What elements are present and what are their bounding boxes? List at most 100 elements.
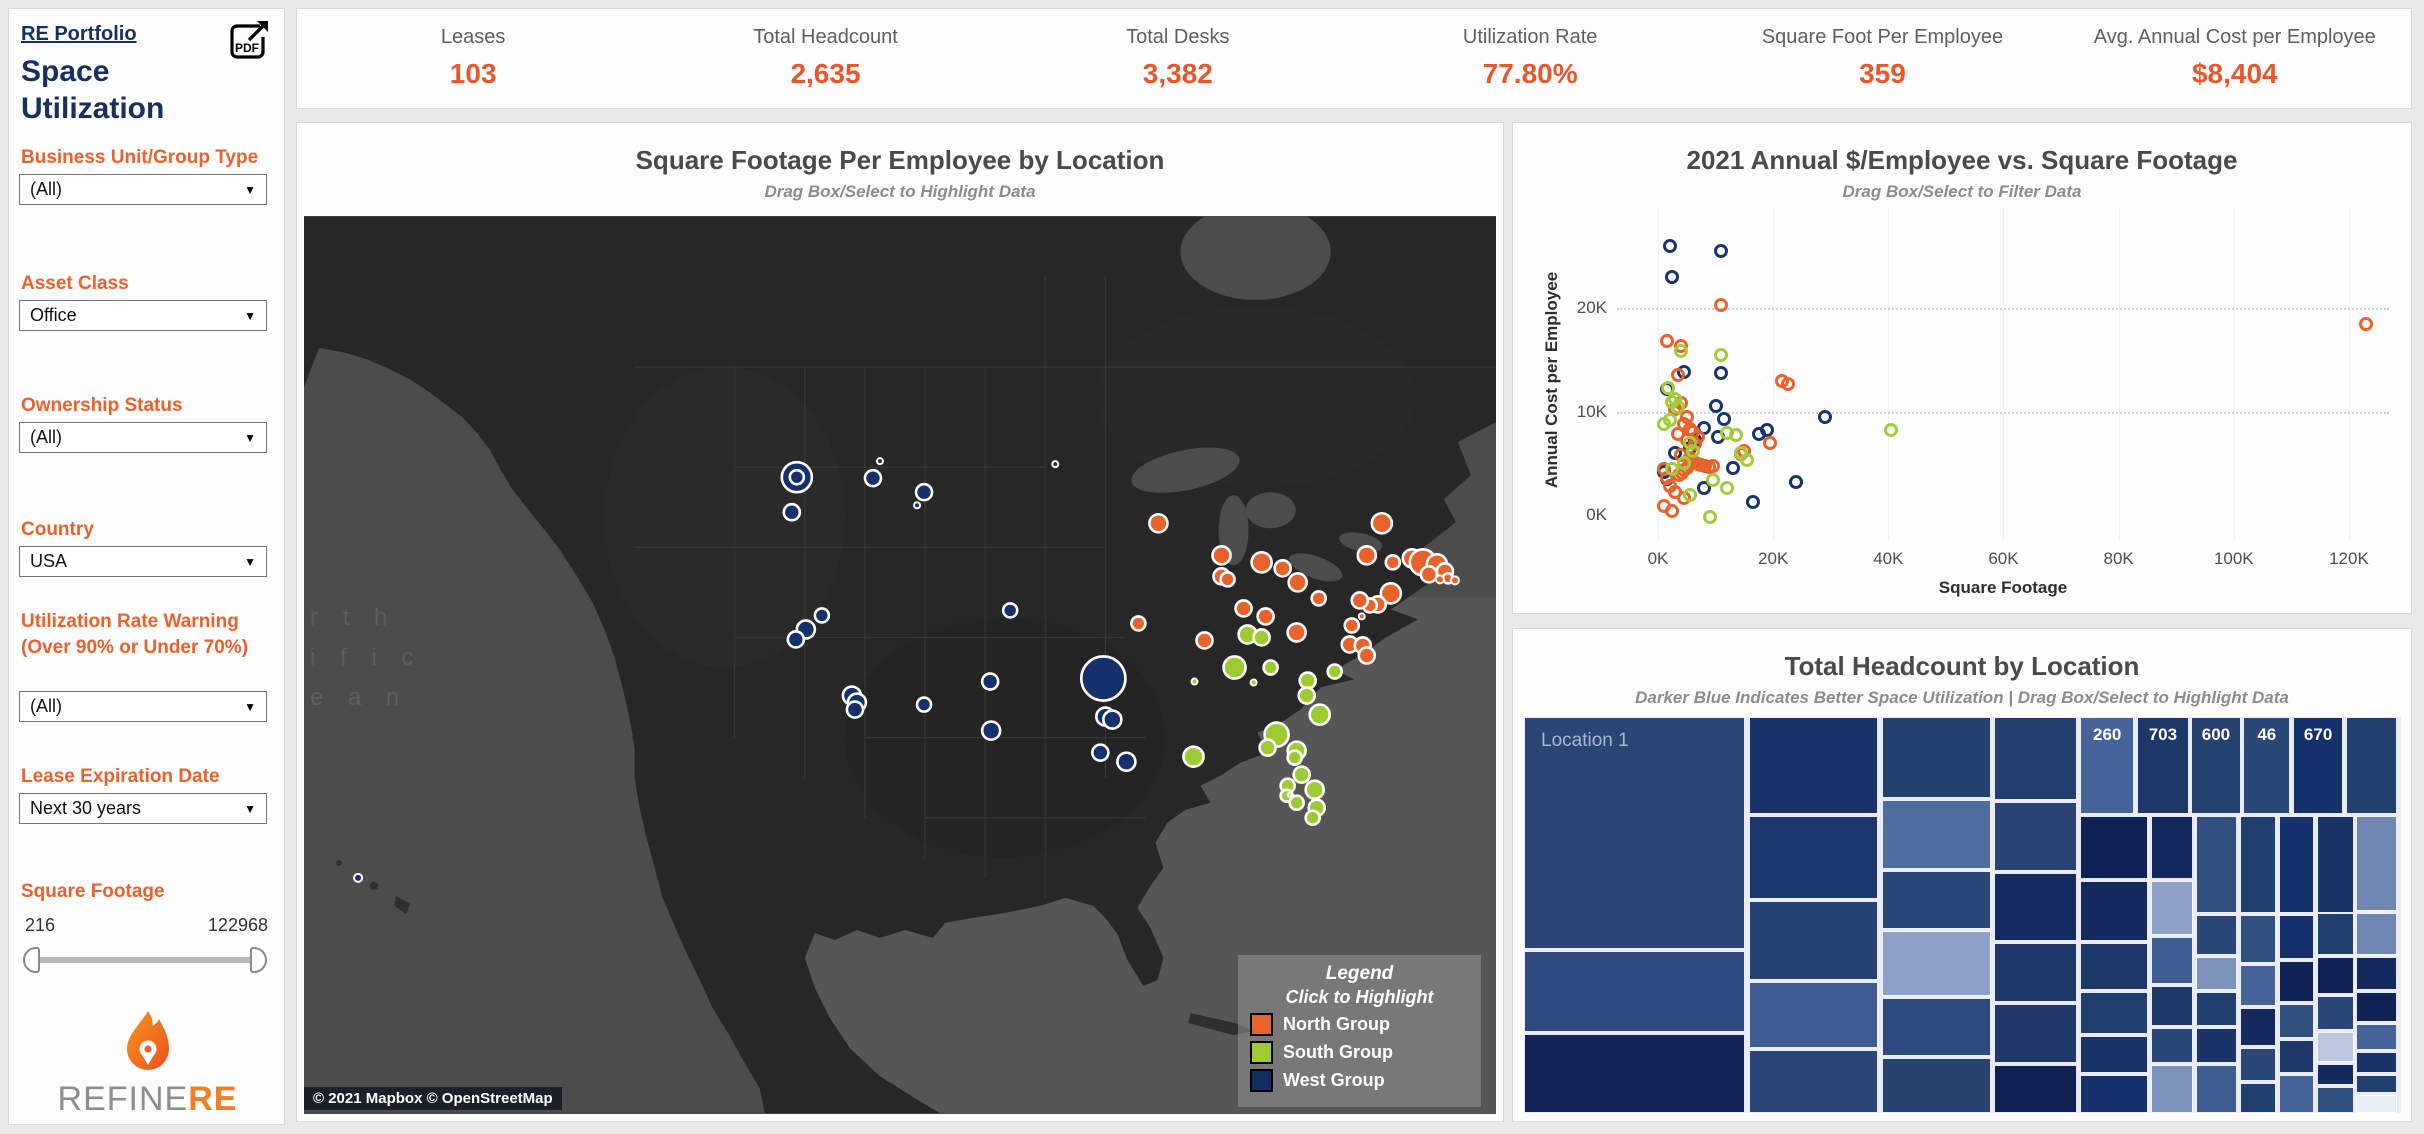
- treemap-tile[interactable]: [1524, 950, 1745, 1032]
- treemap-tile[interactable]: [1881, 800, 1991, 870]
- map-bubble-west[interactable]: [782, 502, 802, 522]
- map-bubble-south[interactable]: [1286, 749, 1303, 766]
- treemap-tile[interactable]: [1994, 717, 2077, 801]
- treemap-tile[interactable]: [2316, 996, 2354, 1030]
- map-bubble-south[interactable]: [1304, 809, 1322, 827]
- map-bubble-south[interactable]: [1286, 791, 1293, 798]
- treemap-tile[interactable]: [1748, 717, 1879, 815]
- treemap-tile[interactable]: [1994, 802, 2077, 872]
- scatter-point-south-group[interactable]: [1714, 347, 1729, 362]
- filter-select-ownership-status[interactable]: (All) ▼: [19, 422, 267, 453]
- map-bubble-south[interactable]: [1222, 655, 1247, 680]
- treemap-tile[interactable]: [2080, 992, 2149, 1034]
- treemap-tile[interactable]: [2239, 964, 2277, 1007]
- treemap-tile[interactable]: [2151, 986, 2194, 1026]
- map-bubble-west[interactable]: [1001, 602, 1019, 619]
- scatter-plot-area[interactable]: Annual Cost per Employee Square Footage …: [1513, 123, 2413, 615]
- map-bubble-west[interactable]: [786, 630, 806, 649]
- map-bubble-north[interactable]: [1286, 622, 1307, 643]
- treemap-tile[interactable]: [2195, 915, 2237, 955]
- treemap-tile[interactable]: [2239, 915, 2277, 963]
- treemap-tile[interactable]: [1881, 930, 1991, 997]
- map-bubble-north[interactable]: [1250, 551, 1273, 574]
- treemap-tile[interactable]: [1748, 982, 1879, 1048]
- slider-handle-right[interactable]: [250, 947, 267, 973]
- treemap-tile[interactable]: [1748, 901, 1879, 981]
- scatter-point-west-group[interactable]: [1714, 244, 1729, 259]
- map-bubble-north[interactable]: [1379, 582, 1403, 605]
- scatter-point-west-group[interactable]: [1789, 474, 1804, 489]
- map-bubble-west[interactable]: [863, 468, 883, 488]
- scatter-point-west-group[interactable]: [1662, 238, 1677, 253]
- treemap-tile[interactable]: [2151, 1027, 2194, 1064]
- treemap-tile[interactable]: [2151, 1065, 2194, 1113]
- map-bubble-north[interactable]: [1148, 512, 1169, 534]
- map-bubble-west[interactable]: [845, 700, 865, 719]
- scatter-point-south-group[interactable]: [1674, 344, 1689, 359]
- pdf-export-button[interactable]: PDF: [224, 17, 272, 65]
- scatter-point-north-group[interactable]: [1780, 376, 1795, 391]
- map-bubble-south[interactable]: [1298, 671, 1317, 690]
- scatter-point-north-group[interactable]: [1763, 435, 1778, 450]
- treemap-tile[interactable]: [1881, 717, 1991, 799]
- scatter-point-west-group[interactable]: [1751, 427, 1766, 442]
- treemap-tile-703[interactable]: 703: [2137, 717, 2189, 815]
- treemap-tile[interactable]: [1881, 871, 1991, 929]
- map-bubble-west[interactable]: [1102, 709, 1123, 730]
- scatter-point-north-group[interactable]: [1671, 368, 1686, 383]
- scatter-point-south-group[interactable]: [1676, 456, 1691, 471]
- treemap-tile[interactable]: [2356, 1023, 2397, 1050]
- scatter-point-west-group[interactable]: [1665, 269, 1680, 284]
- treemap-tile[interactable]: [2279, 1039, 2315, 1074]
- scatter-point-west-group[interactable]: [1708, 399, 1723, 414]
- treemap-tile[interactable]: [2279, 1004, 2315, 1038]
- map-bubble-north[interactable]: [1130, 615, 1147, 632]
- treemap-tile[interactable]: [2316, 1087, 2354, 1113]
- treemap-tile[interactable]: [2239, 1083, 2277, 1113]
- map-bubble-north[interactable]: [1273, 559, 1292, 578]
- map-bubble-north[interactable]: [1434, 574, 1445, 585]
- map-bubble-north[interactable]: [1219, 571, 1236, 588]
- map-bubble-north[interactable]: [1370, 511, 1394, 535]
- treemap-tile[interactable]: [2316, 956, 2354, 995]
- treemap-tile[interactable]: [1748, 816, 1879, 900]
- treemap-tile[interactable]: [1881, 1057, 1991, 1113]
- legend-item-south-group[interactable]: South Group: [1250, 1041, 1469, 1064]
- treemap-tile[interactable]: [1994, 1004, 2077, 1064]
- treemap-tile[interactable]: [2356, 1095, 2397, 1113]
- scatter-point-west-group[interactable]: [1717, 411, 1732, 426]
- map-bubble-west[interactable]: [915, 696, 933, 713]
- slider-track[interactable]: [31, 957, 259, 963]
- scatter-point-north-group[interactable]: [1659, 334, 1674, 349]
- treemap-tile[interactable]: [2279, 915, 2315, 959]
- map-bubble-south[interactable]: [1288, 794, 1305, 812]
- map-bubble-west[interactable]: [913, 501, 922, 510]
- scatter-point-south-group[interactable]: [1685, 443, 1700, 458]
- map-bubble-north[interactable]: [1449, 575, 1460, 586]
- treemap-tile[interactable]: [2279, 1075, 2315, 1113]
- treemap-tile[interactable]: [2239, 1047, 2277, 1082]
- map-bubble-north[interactable]: [1234, 599, 1253, 618]
- scatter-point-west-group[interactable]: [1697, 481, 1712, 496]
- treemap-tile[interactable]: [2195, 956, 2237, 991]
- map-bubble-south[interactable]: [1258, 738, 1277, 757]
- map-bubble-south[interactable]: [1326, 663, 1344, 680]
- treemap-tile[interactable]: [2356, 1075, 2397, 1094]
- treemap-tile[interactable]: [2151, 816, 2194, 880]
- map-bubble-south[interactable]: [1252, 628, 1271, 647]
- treemap-tile[interactable]: [2316, 1031, 2354, 1062]
- treemap-tile[interactable]: [1748, 1049, 1879, 1113]
- treemap-tile[interactable]: [2080, 816, 2149, 880]
- map-bubble-west[interactable]: [1116, 751, 1137, 772]
- treemap-tile-location-1[interactable]: Location 1: [1524, 717, 1745, 949]
- treemap-tile[interactable]: [1524, 1033, 1745, 1113]
- filter-select-business-unit-group-type[interactable]: (All) ▼: [19, 174, 267, 205]
- treemap-tile[interactable]: [2151, 936, 2194, 985]
- treemap-tile-600[interactable]: 600: [2191, 717, 2241, 815]
- map-bubble-north[interactable]: [1357, 646, 1377, 665]
- treemap-tile[interactable]: [2316, 816, 2354, 914]
- map-bubble-south[interactable]: [1262, 659, 1279, 676]
- scatter-point-south-group[interactable]: [1702, 510, 1717, 525]
- filter-select-country[interactable]: USA ▼: [19, 546, 267, 577]
- map-bubble-south[interactable]: [1304, 779, 1326, 801]
